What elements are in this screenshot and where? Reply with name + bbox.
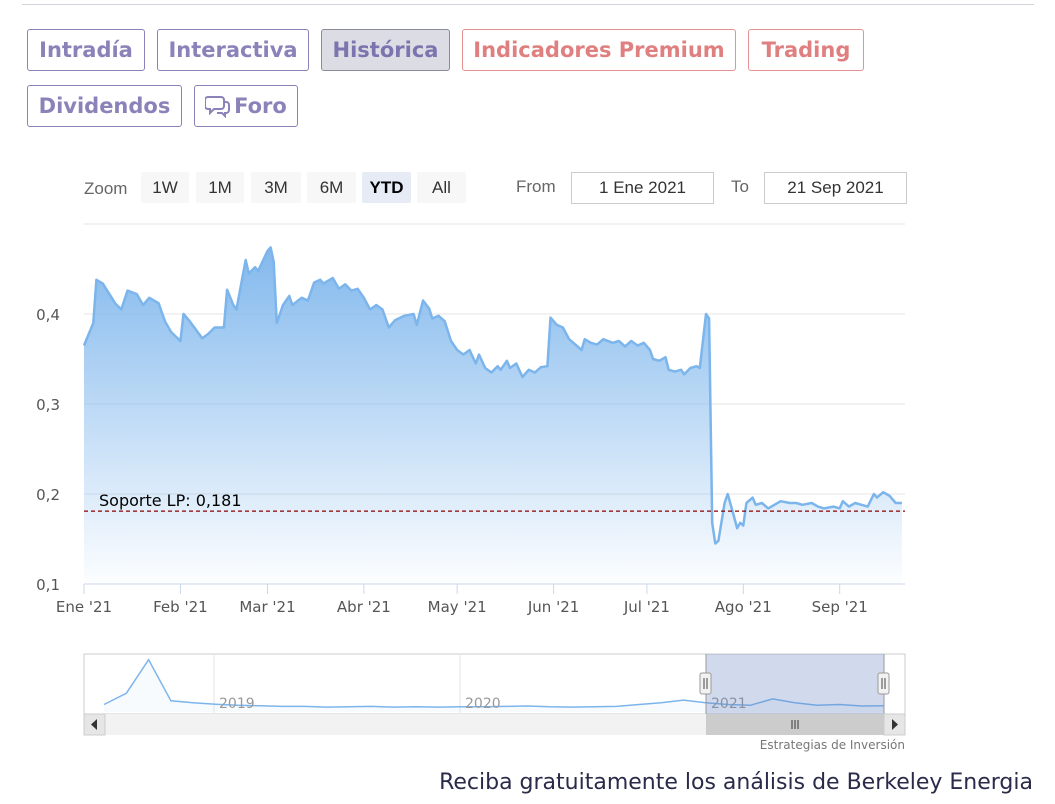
range-1w-button[interactable]: 1W [141, 172, 189, 203]
range-6m-button[interactable]: 6M [307, 172, 356, 203]
x-tick-label: Ene '21 [56, 598, 112, 616]
support-label: Soporte LP: 0,181 [99, 491, 242, 510]
y-tick-label: 0,1 [36, 576, 60, 594]
tab-indicadores-premium[interactable]: Indicadores Premium [462, 29, 736, 71]
y-tick-label: 0,3 [36, 396, 60, 414]
tab-foro[interactable]: Foro [194, 85, 298, 127]
x-tick-label: May '21 [428, 598, 487, 616]
from-label: From [516, 177, 556, 196]
x-tick-label: Ago '21 [715, 598, 772, 616]
tab-historica[interactable]: Histórica [321, 29, 450, 71]
from-date-input[interactable]: 1 Ene 2021 [571, 172, 714, 204]
chart-credits[interactable]: Estrategias de Inversión [760, 738, 905, 752]
navigator-year-label: 2021 [711, 696, 747, 712]
top-divider [22, 4, 1034, 5]
range-1m-button[interactable]: 1M [196, 172, 244, 203]
x-tick-label: Jul '21 [623, 598, 670, 616]
navigator-handle-right[interactable] [877, 672, 890, 695]
scrollbar-track[interactable] [84, 714, 905, 735]
arrow-right-icon [892, 719, 898, 730]
x-tick-label: Mar '21 [239, 598, 295, 616]
arrow-left-icon [91, 719, 97, 730]
tab-trading[interactable]: Trading [748, 29, 864, 71]
scrollbar-grip-icon [791, 720, 799, 729]
navigator-selection-mask[interactable] [706, 654, 884, 714]
zoom-label: Zoom [84, 179, 128, 198]
price-line[interactable] [82, 246, 902, 545]
chat-bubbles-icon [205, 94, 231, 118]
to-label: To [731, 177, 749, 196]
x-tick-label: Abr '21 [337, 598, 391, 616]
tab-intradia[interactable]: Intradía [27, 29, 145, 71]
navigator-year-label: 2019 [219, 696, 255, 712]
to-date-input[interactable]: 21 Sep 2021 [764, 172, 907, 204]
navigator-year-label: 2020 [465, 696, 501, 712]
price-area-fill [84, 247, 902, 584]
navigator[interactable]: 2019 2020 2021 [83, 653, 906, 715]
y-tick-label: 0,4 [36, 306, 60, 324]
x-tick-label: Sep '21 [812, 598, 868, 616]
range-all-button[interactable]: All [417, 172, 466, 203]
range-3m-button[interactable]: 3M [251, 172, 301, 203]
x-tick-label: Feb '21 [153, 598, 208, 616]
tab-foro-label: Foro [234, 94, 287, 118]
navigator-area [104, 659, 884, 712]
x-tick-label: Jun '21 [527, 598, 579, 616]
tab-dividendos[interactable]: Dividendos [27, 85, 182, 127]
scrollbar[interactable] [83, 713, 906, 736]
navigator-handle-left[interactable] [699, 672, 712, 695]
footer-subscribe-link[interactable]: Reciba gratuitamente los análisis de Ber… [439, 770, 1033, 795]
navigator-line [103, 658, 885, 708]
y-tick-label: 0,2 [36, 486, 60, 504]
tab-interactiva[interactable]: Interactiva [157, 29, 309, 71]
range-ytd-button[interactable]: YTD [362, 172, 411, 203]
